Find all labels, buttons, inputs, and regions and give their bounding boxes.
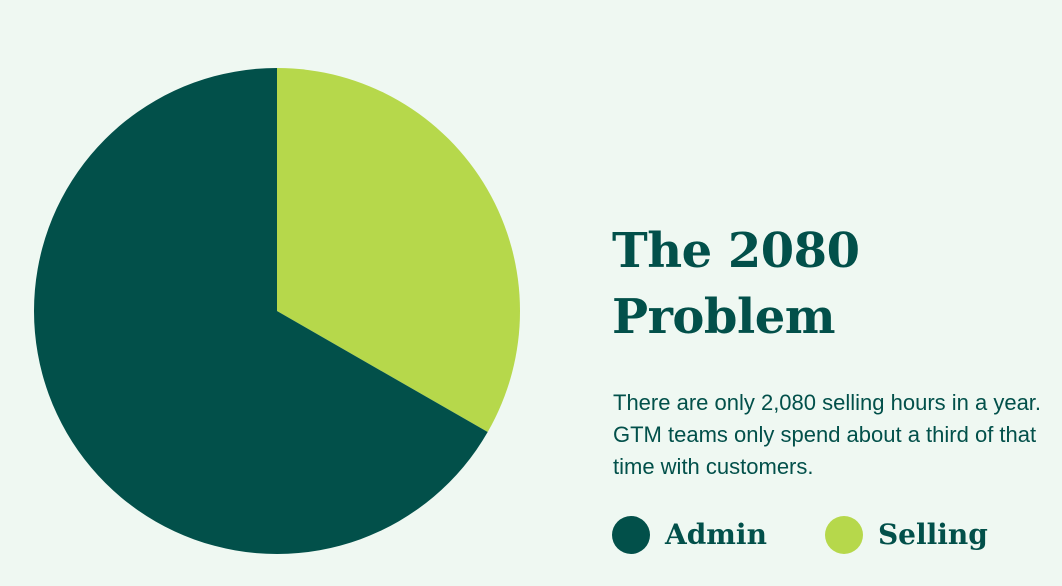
pie-slice-selling — [277, 68, 520, 433]
legend-item-admin: Admin — [612, 516, 767, 554]
legend-swatch-selling — [824, 516, 863, 554]
legend-label-admin: Admin — [665, 518, 767, 551]
chart-legend: Admin Selling — [612, 516, 1046, 554]
chart-title: The 2080 Problem — [612, 218, 860, 350]
pie-slice-admin — [33, 68, 488, 554]
pie-chart — [33, 68, 520, 554]
title-line-1: The 2080 — [612, 223, 860, 279]
chart-description: There are only 2,080 selling hours in a … — [613, 390, 1042, 479]
legend-swatch-admin — [612, 516, 650, 554]
legend-item-selling: Selling — [824, 516, 988, 554]
title-line-2: Problem — [612, 289, 836, 345]
legend-label-selling: Selling — [877, 518, 988, 551]
